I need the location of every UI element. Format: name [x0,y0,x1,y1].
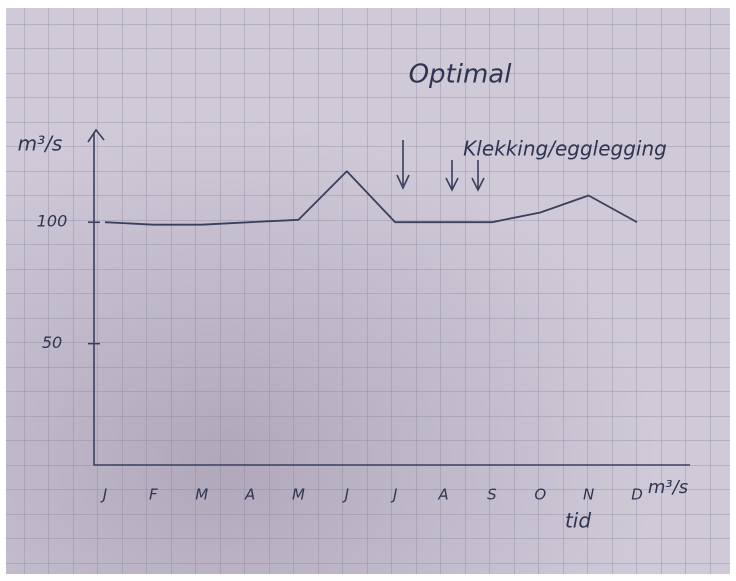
y-tick-label: 100 [37,212,68,231]
x-unit-label: m³/s [648,477,688,498]
shadow [6,8,730,574]
x-tick-label: A [244,486,255,504]
x-tick-label: J [100,486,107,504]
x-tick-label: N [583,486,594,504]
x-tick-label: O [534,486,546,504]
annotation: Klekking/egglegging [463,137,667,161]
x-tick-label: J [390,486,397,504]
x-tick-label: M [292,486,305,504]
x-tick-label: M [195,486,208,504]
x-tick-label: S [487,486,497,504]
data-line [104,170,638,226]
x-tick-label: F [149,486,158,504]
x-tick-label: A [437,486,448,504]
axes [87,128,690,466]
x-axis-label: tid [565,509,591,533]
y-axis-label: m³/s [18,132,63,156]
y-tick-label: 50 [42,333,62,352]
annotation-arrows [396,140,485,192]
x-tick-label: D [631,486,643,504]
chart-title: Optimal [409,60,513,90]
x-tick-label: J [342,486,349,504]
